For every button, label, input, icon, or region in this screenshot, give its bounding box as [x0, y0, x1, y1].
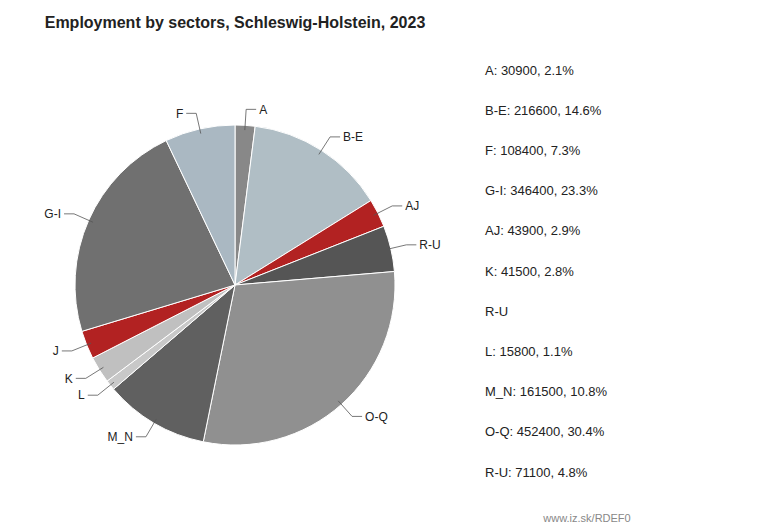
slice-label: AJ [405, 199, 419, 213]
leader-line [374, 206, 403, 215]
watermark: www.iz.sk/RDEF0 [542, 512, 630, 524]
annotation: R-U: 71100, 4.8% [485, 465, 588, 480]
annotation: F: 108400, 7.3% [485, 143, 581, 158]
slice-label: F [176, 107, 183, 121]
leader-line [245, 109, 256, 130]
annotation: G-I: 346400, 23.3% [485, 183, 598, 198]
slice-label: K [65, 372, 73, 386]
slice-label: J [53, 344, 59, 358]
leader-line [136, 419, 157, 437]
slice [166, 125, 235, 285]
annotation: M_N: 161500, 10.8% [485, 384, 608, 399]
leader-line [76, 367, 104, 378]
annotation: R-U [485, 304, 508, 319]
slice-label: R-U [419, 238, 440, 252]
slice-label: B-E [343, 130, 363, 144]
annotation: K: 41500, 2.8% [485, 264, 574, 279]
leader-line [62, 343, 91, 351]
annotation: A: 30900, 2.1% [485, 63, 574, 78]
slice-label: M_N [108, 430, 133, 444]
annotation: O-Q: 452400, 30.4% [485, 424, 605, 439]
annotation: AJ: 43900, 2.9% [485, 223, 581, 238]
chart: Employment by sectors, Schleswig-Holstei… [0, 0, 782, 532]
slice-labels: A B-E AJ R-U O-Q M_N LKJ G-I F [44, 103, 440, 444]
leader-line [319, 137, 340, 155]
slice-label: L [78, 388, 85, 402]
annotation: L: 15800, 1.1% [485, 344, 573, 359]
title: Employment by sectors, Schleswig-Holstei… [45, 14, 426, 31]
slice-label: O-Q [365, 410, 388, 424]
annotation: B-E: 216600, 14.6% [485, 103, 602, 118]
pie [75, 125, 395, 445]
slice-label: A [259, 103, 267, 117]
leader-line [88, 382, 114, 395]
annotations: A: 30900, 2.1% B-E: 216600, 14.6% F: 10840… [485, 63, 631, 524]
leader-line [338, 401, 362, 417]
slice-label: G-I [44, 207, 61, 221]
leader-line [386, 245, 416, 250]
leader-line [186, 113, 201, 133]
leader-line [64, 214, 93, 222]
